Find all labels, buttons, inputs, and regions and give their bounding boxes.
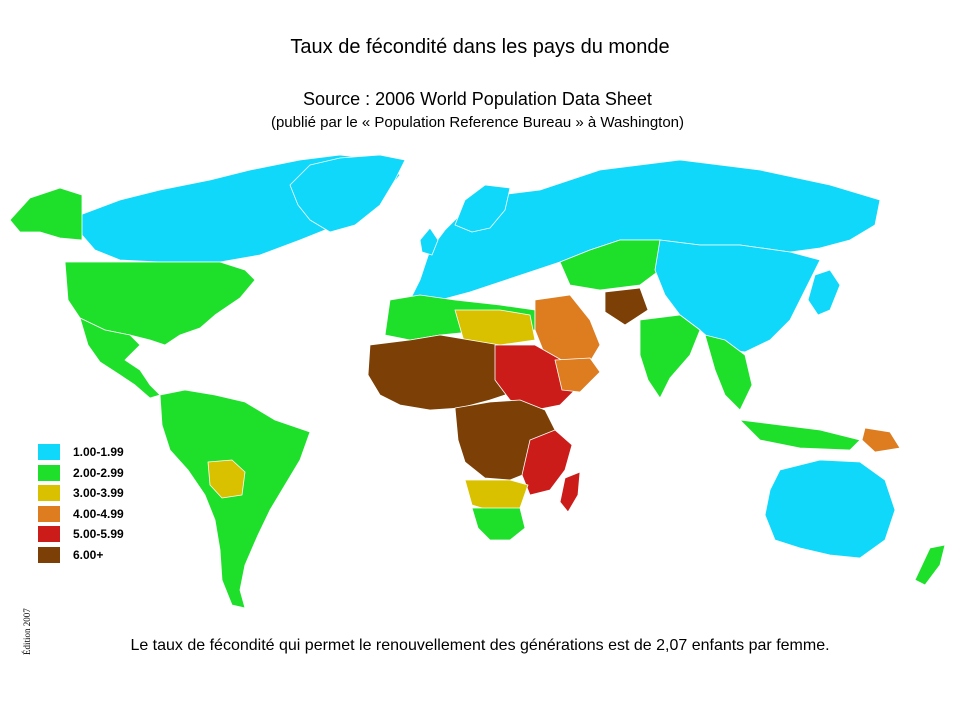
map-source: Source : 2006 World Population Data Shee… [303,89,652,109]
region-bolivia [207,459,246,499]
map-title: Taux de fécondité dans les pays du monde [290,36,670,58]
legend-item: 6.00+ [38,545,124,566]
legend-item: 5.00-5.99 [38,524,124,545]
region-uk [419,227,439,256]
region-png [861,427,901,453]
region-afghanistan [604,287,649,326]
legend-swatch [38,546,60,563]
legend-label: 1.00-1.99 [73,445,124,460]
region-south-america [159,389,311,609]
legend-label: 6.00+ [73,547,104,562]
world-map [9,154,946,609]
region-east-africa-south [521,429,573,496]
region-south-africa [471,507,526,541]
legend-item: 3.00-3.99 [38,483,124,504]
legend-swatch [38,464,60,481]
legend-swatch [38,485,60,502]
region-greenland [289,154,406,233]
region-mexico [79,317,161,399]
region-china [654,239,821,353]
legend-label: 3.00-3.99 [73,486,124,501]
legend-label: 4.00-4.99 [73,506,124,521]
legend-swatch [38,505,60,522]
map-publisher: (publié par le « Population Reference Bu… [270,114,685,131]
region-scandinavia [454,184,511,233]
region-se-asia [704,334,753,411]
legend-label: 2.00-2.99 [73,465,124,480]
region-southern-africa-yellow [464,479,529,513]
legend-swatch [38,444,60,461]
region-alaska [9,187,83,241]
legend-label: 5.00-5.99 [73,527,124,542]
region-australia [764,459,896,559]
legend-item: 4.00-4.99 [38,504,124,525]
region-new-zealand [914,544,946,586]
legend-item: 1.00-1.99 [38,442,124,463]
legend-item: 2.00-2.99 [38,463,124,484]
footnote: Le taux de fécondité qui permet le renou… [130,637,830,654]
legend-swatch [38,526,60,543]
region-japan [807,269,841,316]
region-india [639,314,701,399]
legend: 1.00-1.99 2.00-2.99 3.00-3.99 4.00-4.99 … [38,442,124,565]
region-indonesia [739,419,861,451]
region-horn [554,357,601,393]
region-madagascar [559,471,581,513]
